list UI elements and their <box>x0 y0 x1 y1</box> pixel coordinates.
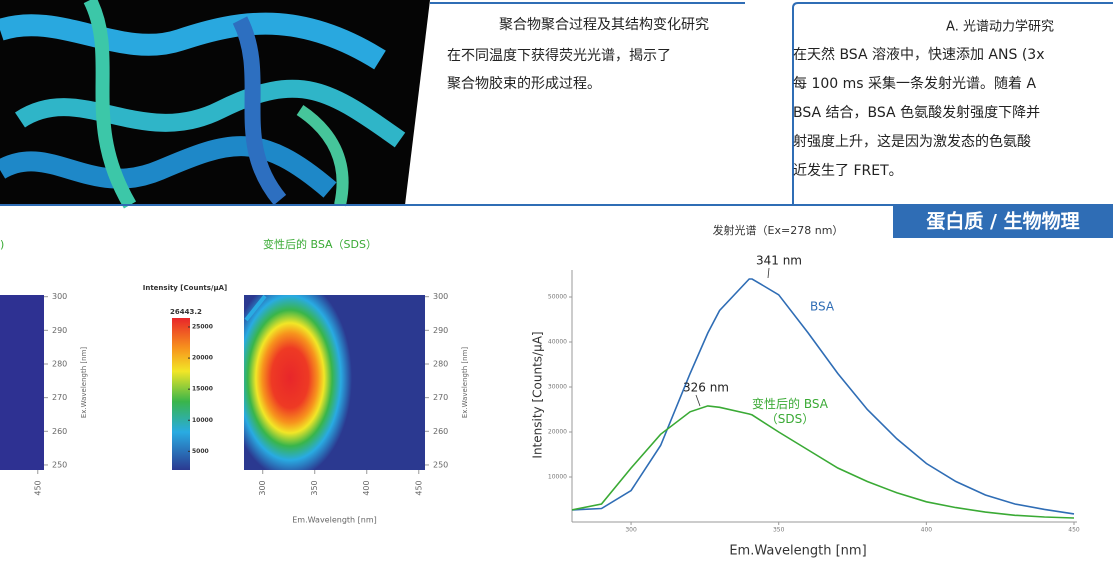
x-tick-label: 350 <box>310 480 319 495</box>
paragraph-line: 在不同温度下获得荧光光谱，揭示了 <box>447 47 671 64</box>
y-tick-label: 300 <box>433 292 448 301</box>
x-axis-label: Em.Wavelength [nm] <box>292 516 377 525</box>
y-tick-label: 50000 <box>548 294 567 301</box>
colorbar-max: 26443.2 <box>170 308 202 316</box>
panel-title: 聚合物聚合过程及其结构变化研究 <box>499 17 709 33</box>
x-tick-label: 300 <box>625 527 637 534</box>
annotation-leader <box>695 394 701 407</box>
line-series <box>571 278 1075 515</box>
colorbar-tick-label: 10000 <box>192 417 213 424</box>
annotation-leader <box>767 267 770 279</box>
chart-title: 变性后的 BSA（SDS） <box>263 237 377 251</box>
y-tick-label: 270 <box>433 393 448 402</box>
x-tick-label: 450 <box>1068 527 1080 534</box>
x-tick-label: 450 <box>414 480 423 495</box>
y-axis-label: Intensity [Counts/μA] <box>531 331 545 458</box>
annotation: 326 nm <box>683 381 729 395</box>
y-tick-label: 260 <box>433 427 448 436</box>
y-tick-label: 270 <box>52 393 67 402</box>
x-tick-label: 300 <box>258 480 267 495</box>
paragraph-line: 每 100 ms 采集一条发射光谱。随着 A <box>793 75 1036 92</box>
x-tick-label: 400 <box>362 480 371 495</box>
x-tick-label: 350 <box>773 527 785 534</box>
y-axis-label: Ex.Wavelength [nm] <box>80 347 88 419</box>
colorbar-tick-label: 20000 <box>192 355 213 362</box>
badge-text: 蛋白质 / 生物物理 <box>926 210 1079 233</box>
colorbar-tick-label: 15000 <box>192 386 213 393</box>
y-tick-label: 40000 <box>548 339 567 346</box>
x-tick-label: 400 <box>921 527 933 534</box>
y-tick-label: 260 <box>52 427 67 436</box>
paragraph-line: 在天然 BSA 溶液中，快速添加 ANS (3x <box>793 46 1044 63</box>
badge <box>893 205 1113 238</box>
y-tick-label: 280 <box>433 359 448 368</box>
y-tick-label: 280 <box>52 359 67 368</box>
chart-title: ) <box>0 238 4 251</box>
line-series <box>571 405 1075 519</box>
y-tick-label: 10000 <box>548 474 567 481</box>
y-tick-label: 300 <box>52 292 67 301</box>
colorbar-tick-label: 5000 <box>192 448 209 455</box>
panel-title: A. 光谱动力学研究 <box>946 19 1054 35</box>
paragraph-line: 射强度上升，这是因为激发态的色氨酸 <box>793 133 1031 150</box>
colorbar-title: Intensity [Counts/μA] <box>143 284 228 292</box>
y-tick-label: 30000 <box>548 384 567 391</box>
chart-title: 发射光谱（Ex=278 nm） <box>713 223 844 237</box>
paragraph-line: 近发生了 FRET。 <box>793 163 903 179</box>
y-tick-label: 250 <box>433 460 448 469</box>
y-tick-label: 290 <box>433 326 448 335</box>
x-axis-label: Em.Wavelength [nm] <box>729 544 866 559</box>
y-tick-label: 250 <box>52 460 67 469</box>
colorbar-tick-label: 25000 <box>192 323 213 330</box>
paragraph-line: BSA 结合，BSA 色氨酸发射强度下降并 <box>793 104 1040 121</box>
legend-label: BSA <box>810 300 835 314</box>
y-tick-label: 290 <box>52 326 67 335</box>
frame-box <box>792 2 1113 205</box>
y-tick-label: 20000 <box>548 429 567 436</box>
legend-label: 变性后的 BSA（SDS） <box>752 397 828 426</box>
y-axis-label: Ex.Wavelength [nm] <box>461 347 469 419</box>
heatmap-plot <box>244 295 425 470</box>
colorbar <box>172 318 190 470</box>
x-tick-label: 450 <box>33 480 42 495</box>
annotation: 341 nm <box>756 254 802 268</box>
protein-image <box>0 0 430 209</box>
heatmap-plot <box>0 295 44 470</box>
paragraph-line: 聚合物胶束的形成过程。 <box>447 75 601 92</box>
